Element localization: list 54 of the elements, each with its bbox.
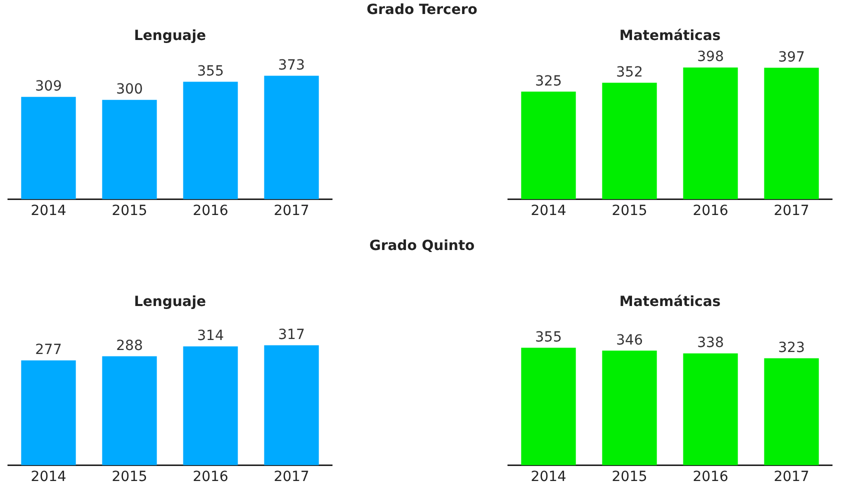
data-label: 277 <box>35 342 62 358</box>
data-label: 325 <box>535 73 562 90</box>
text: Grado Quinto <box>368 238 476 254</box>
bar <box>683 67 738 200</box>
data-label: 397 <box>778 49 805 66</box>
data-label: 309 <box>35 78 62 95</box>
data-label: 338 <box>697 334 724 351</box>
data-label: 373 <box>278 57 305 74</box>
bar <box>21 360 76 466</box>
x-tick-label: 2016 <box>192 203 228 220</box>
bar <box>521 92 576 200</box>
bar <box>264 345 319 466</box>
data-label: 355 <box>535 329 562 346</box>
x-tick-label: 2017 <box>274 469 310 486</box>
bar <box>521 348 576 466</box>
x-tick-label: 2016 <box>192 469 228 486</box>
bar <box>764 68 819 200</box>
data-label: 346 <box>616 332 643 348</box>
bar <box>264 76 319 200</box>
x-tick-label: 2014 <box>30 469 66 486</box>
bar <box>183 82 238 200</box>
data-label: 288 <box>116 338 143 354</box>
chart-title: Matemáticas <box>619 28 721 44</box>
bar <box>102 100 157 200</box>
data-label: 314 <box>197 328 224 344</box>
data-label: 323 <box>778 340 805 356</box>
x-tick-label: 2015 <box>112 469 148 486</box>
bar <box>602 82 657 200</box>
x-tick-label: 2017 <box>774 203 810 220</box>
x-tick-label: 2015 <box>612 203 648 220</box>
bar <box>764 358 819 466</box>
chart-title: Lenguaje <box>134 28 206 44</box>
x-tick-label: 2017 <box>274 203 310 220</box>
x-tick-label: 2014 <box>30 203 66 220</box>
x-tick-label: 2015 <box>112 203 148 220</box>
text: Grado Tercero <box>366 2 478 18</box>
chart-title: Matemáticas <box>619 294 721 310</box>
data-label: 398 <box>697 49 724 66</box>
x-tick-label: 2017 <box>774 469 810 486</box>
data-label: 352 <box>616 64 643 80</box>
x-tick-label: 2016 <box>692 469 728 486</box>
bar <box>183 346 238 466</box>
chart-title: Lenguaje <box>134 294 206 310</box>
bar <box>602 350 657 466</box>
x-tick-label: 2015 <box>612 469 648 486</box>
bar <box>102 356 157 466</box>
data-label: 300 <box>116 82 143 98</box>
x-tick-label: 2014 <box>530 469 566 486</box>
bar <box>21 96 76 200</box>
x-tick-label: 2016 <box>692 203 728 220</box>
x-tick-label: 2014 <box>530 203 566 220</box>
bar <box>683 353 738 466</box>
data-label: 355 <box>197 63 224 80</box>
data-label: 317 <box>278 326 305 343</box>
